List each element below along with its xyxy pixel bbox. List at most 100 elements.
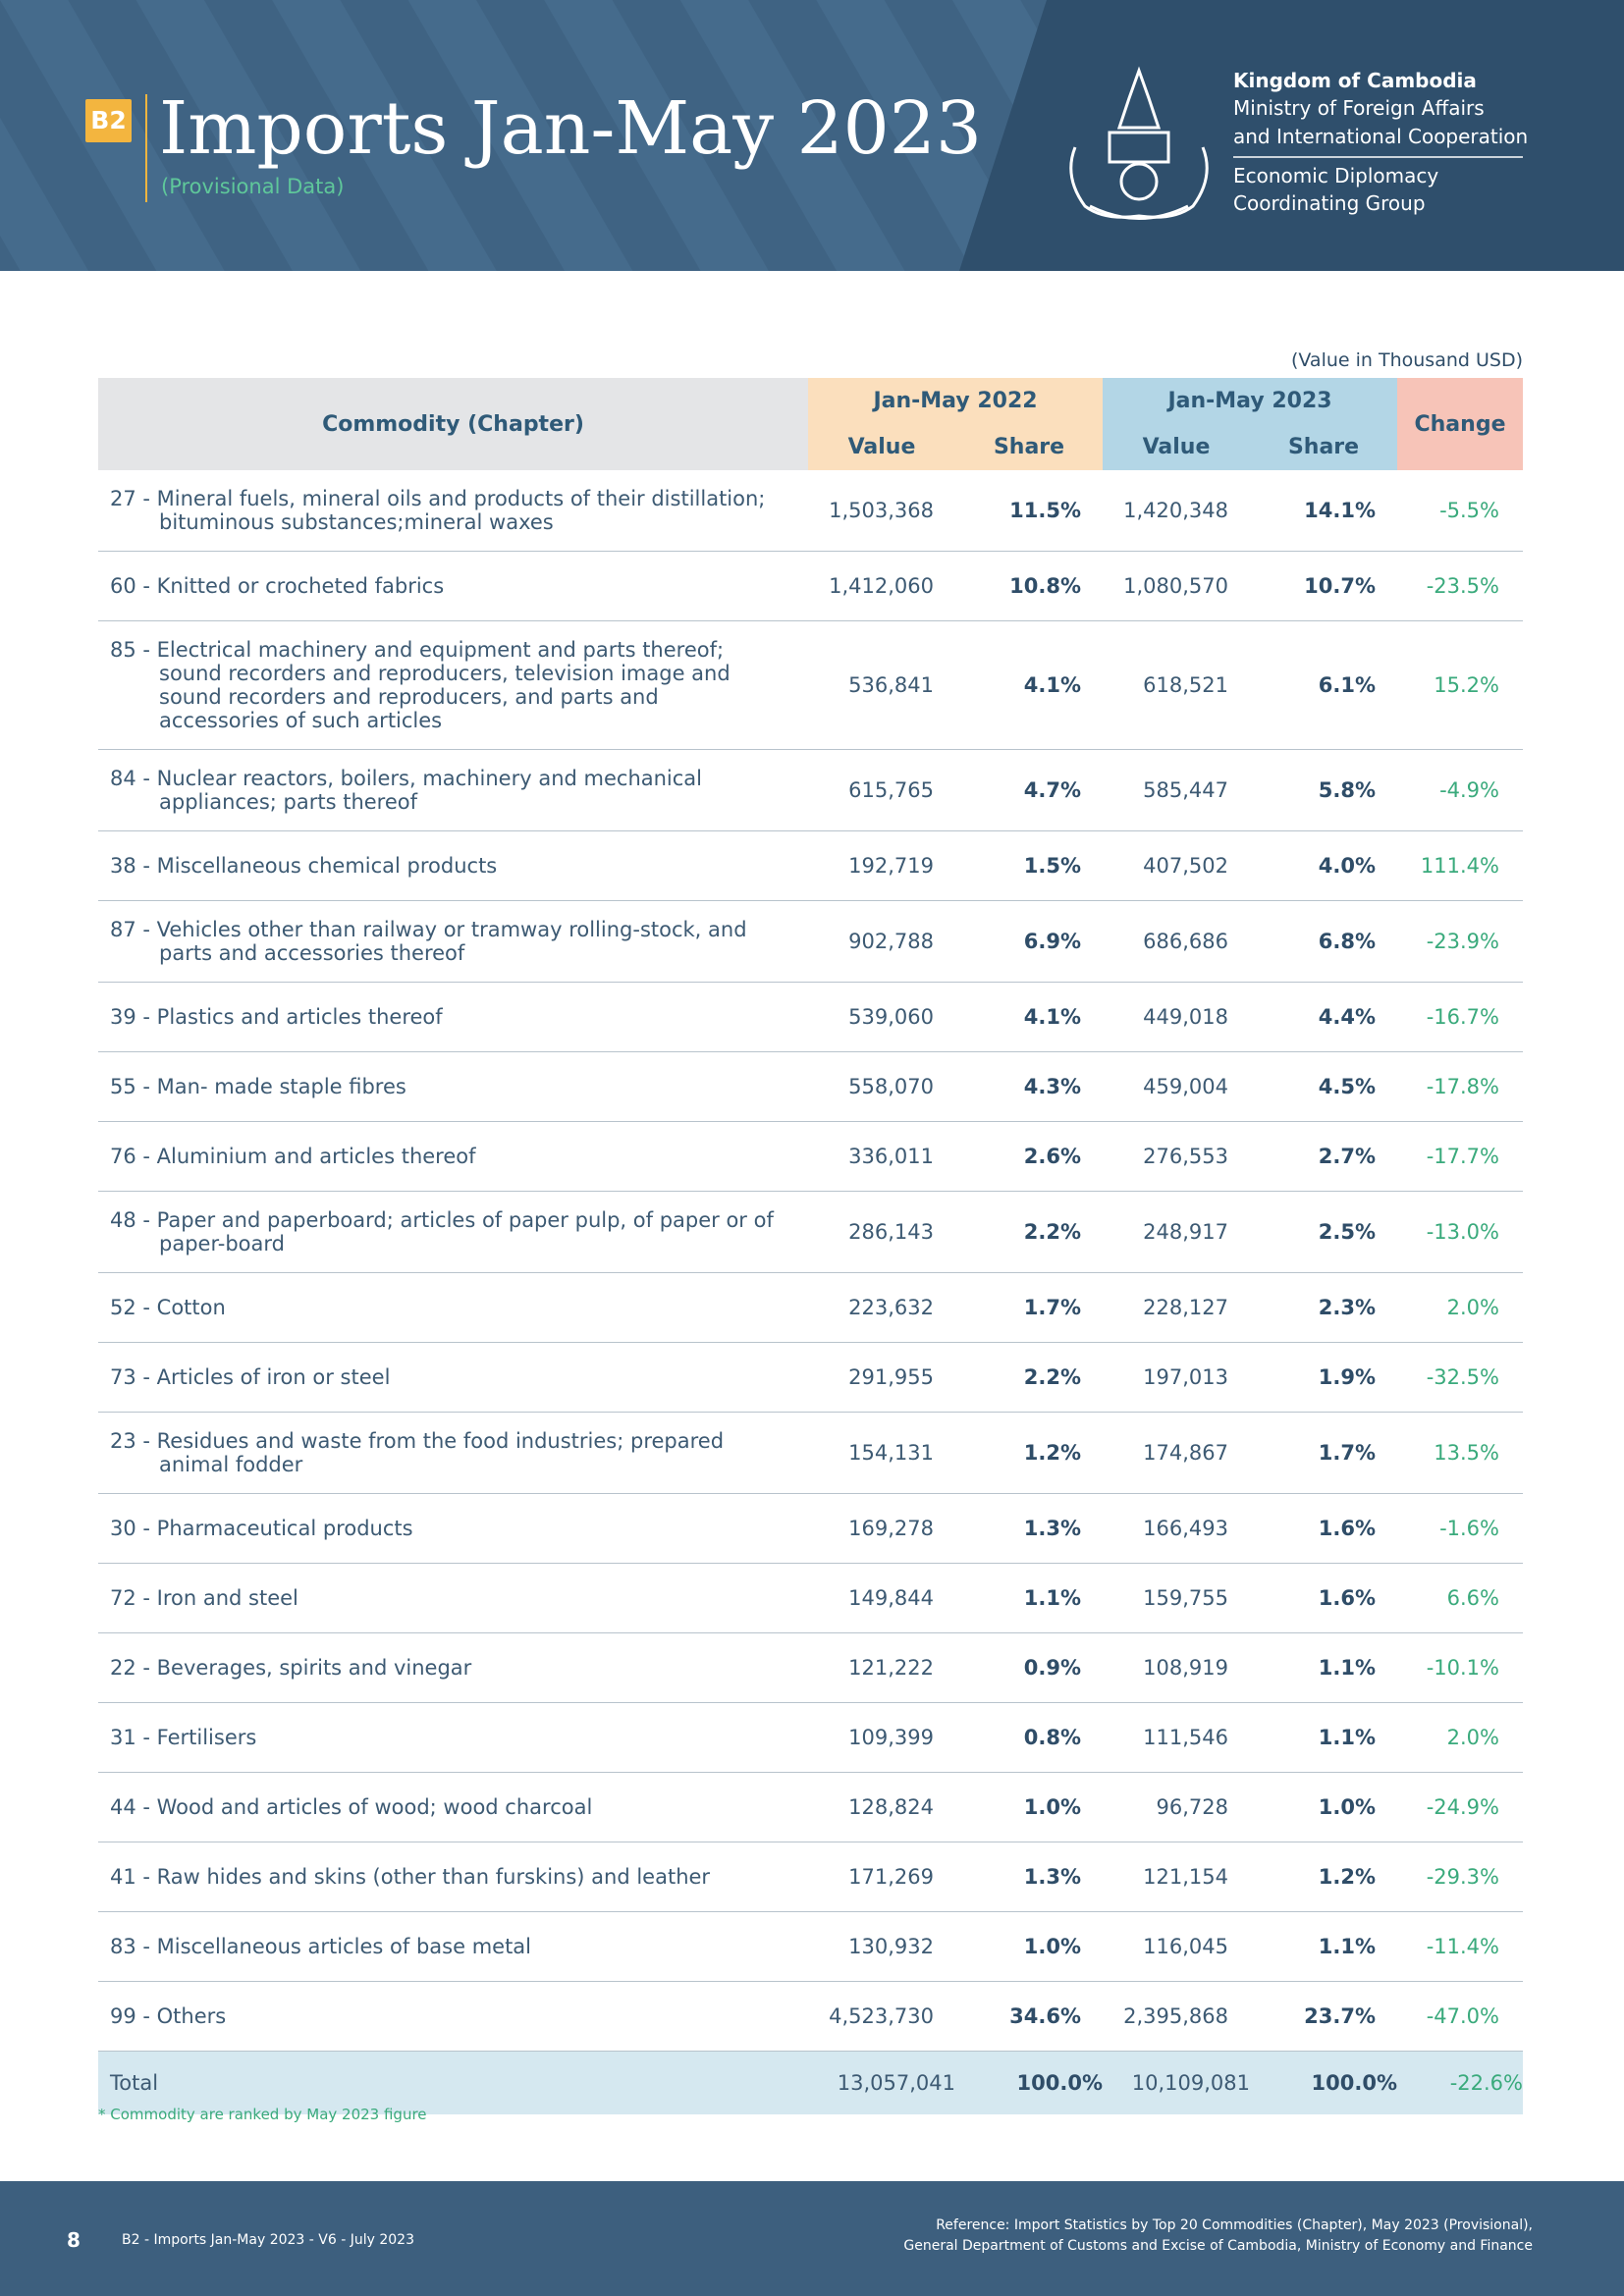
share-2023: 10.7% [1250,551,1397,621]
table-row: 72 - Iron and steel 149,844 1.1% 159,755 1.6… [98,1563,1523,1633]
header-value: Value [808,424,955,470]
header-2023: Jan-May 2023 [1103,378,1397,424]
share-2023: 23.7% [1250,1981,1397,2052]
change: 2.0% [1397,1272,1523,1343]
commodity: 39 - Plastics and articles thereof [98,982,808,1052]
value-2023: 459,004 [1103,1051,1250,1122]
value-2022: 149,844 [808,1563,955,1633]
value-2022: 902,788 [808,900,955,983]
change: -11.4% [1397,1911,1523,1982]
share-2023: 4.4% [1250,982,1397,1052]
table-row: 27 - Mineral fuels, mineral oils and pro… [98,470,1523,552]
value-2022: 130,932 [808,1911,955,1982]
table-row: 39 - Plastics and articles thereof 539,06… [98,982,1523,1052]
imports-table: Commodity (Chapter) Jan-May 2022 Jan-May… [98,378,1523,2114]
table-row: 87 - Vehicles other than railway or tram… [98,900,1523,983]
value-2023: 449,018 [1103,982,1250,1052]
share-2022: 2.2% [955,1191,1103,1273]
table-row: 52 - Cotton 223,632 1.7% 228,127 2.3% 2.0% [98,1272,1523,1343]
table-row: 44 - Wood and articles of wood; wood cha… [98,1772,1523,1842]
value-2022: 154,131 [808,1412,955,1494]
org-line: Kingdom of Cambodia [1233,69,1477,92]
change: -5.5% [1397,470,1523,552]
change: -13.0% [1397,1191,1523,1273]
share-2022: 1.0% [955,1772,1103,1842]
value-2022: 4,523,730 [808,1981,955,2052]
table-row: Total 13,057,041 100.0% 10,109,081 100.0% -22… [98,2051,1523,2114]
value-2022: 1,503,368 [808,470,955,552]
value-2022: 169,278 [808,1493,955,1564]
value-2022: 539,060 [808,982,955,1052]
value-2023: 174,867 [1103,1412,1250,1494]
change: -23.5% [1397,551,1523,621]
value-2022: 536,841 [808,620,955,750]
share-2023: 1.6% [1250,1493,1397,1564]
table-row: 22 - Beverages, spirits and vinegar 121,2… [98,1632,1523,1703]
value-2022: 336,011 [808,1121,955,1192]
value-2022: 109,399 [808,1702,955,1773]
commodity: 22 - Beverages, spirits and vinegar [98,1632,808,1703]
share-2022: 11.5% [955,470,1103,552]
change: 2.0% [1397,1702,1523,1773]
change: -17.8% [1397,1051,1523,1122]
commodity: 87 - Vehicles other than railway or tram… [98,900,808,983]
share-2023: 1.1% [1250,1632,1397,1703]
value-2023: 1,420,348 [1103,470,1250,552]
change: -29.3% [1397,1842,1523,1912]
table-body: 27 - Mineral fuels, mineral oils and pro… [98,470,1523,2114]
header-2022: Jan-May 2022 [808,378,1103,424]
change: 13.5% [1397,1412,1523,1494]
table-row: 41 - Raw hides and skins (other than fur… [98,1842,1523,1912]
divider [145,94,147,202]
value-2023: 1,080,570 [1103,551,1250,621]
share-2022: 2.6% [955,1121,1103,1192]
value-2023: 2,395,868 [1103,1981,1250,2052]
change: -1.6% [1397,1493,1523,1564]
value-2023: 116,045 [1103,1911,1250,1982]
header-commodity: Commodity (Chapter) [98,378,808,470]
value-2023: 618,521 [1103,620,1250,750]
commodity: Total [98,2051,808,2114]
change: -22.6% [1397,2051,1523,2114]
share-2022: 6.9% [955,900,1103,983]
table-row: 83 - Miscellaneous articles of base meta… [98,1911,1523,1982]
header-share: Share [1250,424,1397,470]
table-row: 38 - Miscellaneous chemical products 192,… [98,830,1523,901]
share-2023: 100.0% [1250,2051,1397,2114]
commodity: 48 - Paper and paperboard; articles of p… [98,1191,808,1273]
footnote: * Commodity are ranked by May 2023 figur… [98,2106,427,2123]
share-2023: 2.7% [1250,1121,1397,1192]
table-row: 60 - Knitted or crocheted fabrics 1,412,0… [98,551,1523,621]
share-2023: 5.8% [1250,749,1397,831]
commodity: 30 - Pharmaceutical products [98,1493,808,1564]
value-2022: 121,222 [808,1632,955,1703]
share-2023: 1.2% [1250,1842,1397,1912]
org-line: Ministry of Foreign Affairs [1233,96,1485,120]
header-change: Change [1397,378,1523,470]
share-2023: 1.1% [1250,1911,1397,1982]
title: Imports Jan-May 2023 [159,86,982,171]
commodity: 72 - Iron and steel [98,1563,808,1633]
value-2023: 197,013 [1103,1342,1250,1413]
reference: General Department of Customs and Excise… [903,2238,1533,2254]
share-2022: 4.3% [955,1051,1103,1122]
commodity: 55 - Man- made staple fibres [98,1051,808,1122]
share-2023: 1.9% [1250,1342,1397,1413]
table-row: 73 - Articles of iron or steel 291,955 2.2… [98,1342,1523,1413]
subtitle: (Provisional Data) [161,175,345,198]
share-2022: 4.1% [955,620,1103,750]
change: -23.9% [1397,900,1523,983]
value-2022: 128,824 [808,1772,955,1842]
value-2023: 96,728 [1103,1772,1250,1842]
value-2022: 223,632 [808,1272,955,1343]
share-2023: 6.8% [1250,900,1397,983]
header-share: Share [955,424,1103,470]
commodity: 41 - Raw hides and skins (other than fur… [98,1842,808,1912]
table-row: 48 - Paper and paperboard; articles of p… [98,1191,1523,1273]
change: 111.4% [1397,830,1523,901]
value-2022: 171,269 [808,1842,955,1912]
share-2022: 34.6% [955,1981,1103,2052]
commodity: 83 - Miscellaneous articles of base meta… [98,1911,808,1982]
value-2022: 291,955 [808,1342,955,1413]
